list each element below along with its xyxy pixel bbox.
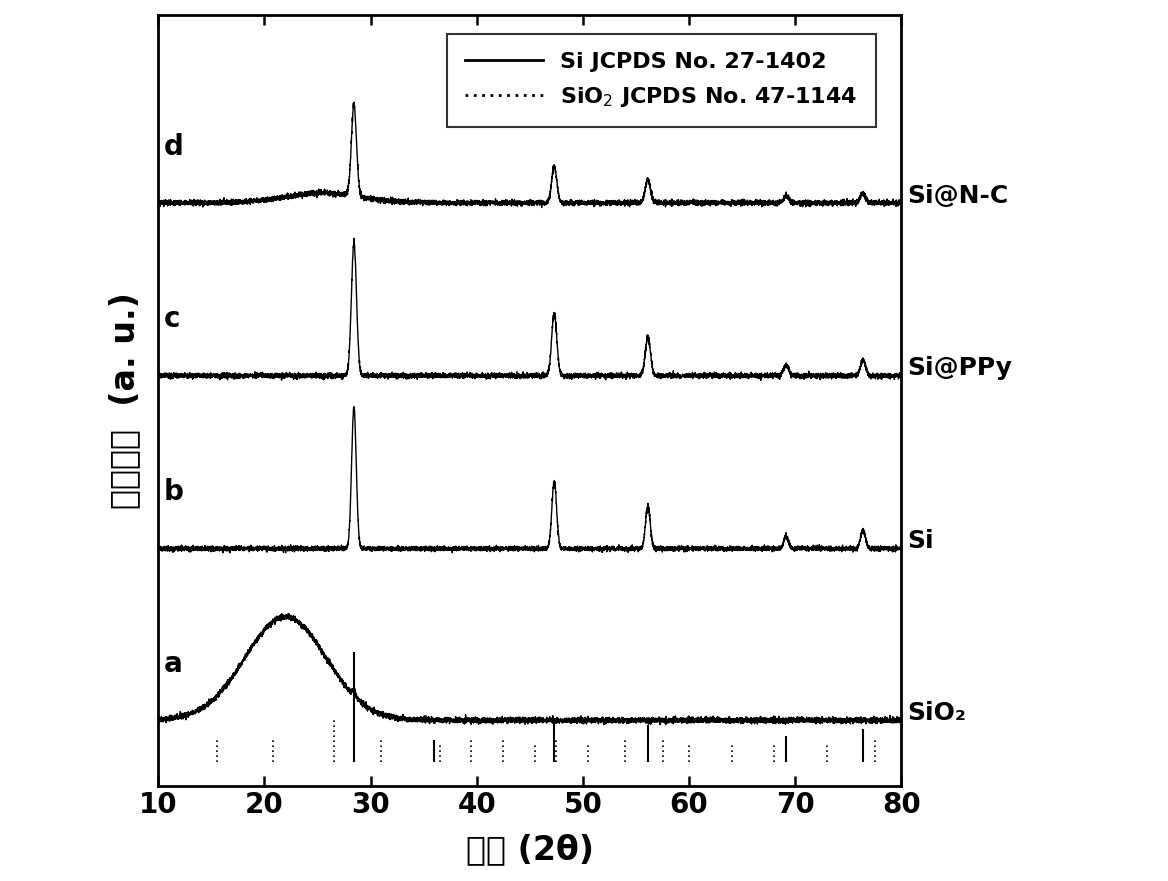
Text: Si: Si [906, 529, 933, 552]
Text: Si@N-C: Si@N-C [906, 183, 1008, 208]
Text: c: c [164, 306, 180, 333]
Y-axis label: 相对强度  (a. u.): 相对强度 (a. u.) [109, 292, 141, 509]
X-axis label: 角度 (2θ): 角度 (2θ) [466, 833, 593, 866]
Legend: Si JCPDS No. 27-1402, SiO$_2$ JCPDS No. 47-1144: Si JCPDS No. 27-1402, SiO$_2$ JCPDS No. … [447, 33, 876, 127]
Text: SiO₂: SiO₂ [906, 701, 966, 725]
Text: a: a [164, 650, 182, 678]
Text: b: b [164, 478, 183, 506]
Text: Si@PPy: Si@PPy [906, 356, 1011, 380]
Text: d: d [164, 133, 183, 161]
